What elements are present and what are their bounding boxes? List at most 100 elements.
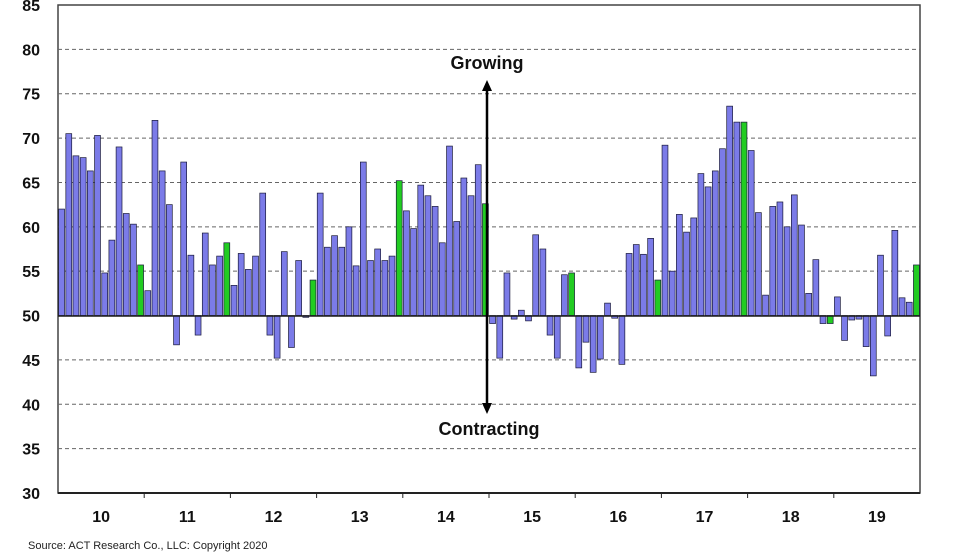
bar	[338, 246, 346, 316]
bar	[194, 315, 202, 336]
annotation-contracting: Contracting	[439, 419, 540, 439]
y-tick-label: 35	[22, 442, 40, 459]
y-tick-label: 70	[22, 131, 40, 148]
bar	[467, 195, 475, 316]
y-tick-label: 55	[22, 264, 40, 281]
bar	[640, 253, 647, 316]
x-tick-label: 12	[265, 509, 283, 526]
source-note: Source: ACT Research Co., LLC: Copyright…	[28, 540, 267, 552]
bar	[288, 315, 295, 348]
bar	[345, 226, 353, 316]
bar	[805, 293, 812, 316]
bar	[711, 170, 719, 316]
y-tick-label: 85	[22, 0, 40, 15]
x-tick-label: 11	[179, 509, 196, 526]
bar	[79, 157, 87, 316]
x-axis-ticks: 10 11 12 13 14 15 16 17 18 19	[92, 493, 886, 526]
bar	[783, 226, 791, 316]
bar	[101, 272, 108, 316]
bar	[360, 161, 367, 316]
x-tick-label: 13	[351, 509, 369, 526]
bar	[187, 254, 195, 316]
y-tick-label: 30	[22, 486, 40, 503]
y-tick-label: 75	[22, 87, 40, 104]
bar	[209, 264, 216, 316]
bar	[439, 242, 446, 316]
bar	[72, 155, 80, 316]
x-tick-label: 10	[92, 509, 110, 526]
bar	[704, 186, 712, 316]
arrow-up-head	[482, 80, 492, 91]
bar	[474, 164, 482, 316]
bar	[173, 315, 180, 346]
bar	[237, 253, 245, 316]
bar	[568, 272, 575, 316]
bar	[769, 206, 777, 316]
arrow-down-head	[482, 403, 492, 414]
bar	[424, 195, 432, 316]
bar	[676, 214, 683, 316]
bar	[374, 248, 381, 316]
bar	[166, 204, 173, 316]
y-tick-label: 80	[22, 42, 40, 59]
y-tick-label: 40	[22, 397, 40, 414]
bar	[575, 315, 583, 369]
bar	[331, 235, 338, 316]
bar	[790, 194, 798, 316]
x-tick-label: 17	[696, 509, 714, 526]
bar	[539, 248, 547, 316]
bar	[647, 238, 654, 316]
bar	[747, 150, 755, 316]
bar	[561, 274, 568, 316]
bar	[266, 315, 274, 336]
bar	[252, 255, 259, 316]
y-tick-label: 50	[22, 309, 40, 326]
y-axis-ticks: 30 35 40 45 50 55 60 65 70 75 80 85	[22, 0, 40, 503]
bar	[431, 206, 439, 316]
bar	[87, 170, 94, 316]
bar	[410, 228, 417, 316]
bar	[216, 255, 223, 316]
bar	[834, 296, 841, 316]
bar	[223, 242, 231, 316]
x-tick-label: 15	[523, 509, 541, 526]
bar	[719, 148, 726, 316]
growth-arrow	[482, 80, 492, 414]
bar	[862, 315, 870, 347]
bar	[877, 254, 884, 316]
gridlines	[58, 48, 920, 450]
bar	[496, 315, 504, 359]
bar	[740, 121, 748, 316]
bar	[762, 294, 769, 316]
bar	[690, 217, 698, 316]
bar	[632, 244, 640, 316]
bar	[597, 315, 604, 360]
bar	[726, 105, 733, 316]
bar	[905, 301, 913, 316]
bar	[446, 145, 453, 316]
bar	[503, 272, 511, 316]
y-tick-label: 60	[22, 220, 40, 237]
bar	[230, 285, 238, 316]
bar	[273, 315, 281, 359]
bar	[755, 212, 762, 316]
bar	[280, 251, 288, 316]
bar	[403, 210, 410, 316]
x-tick-label: 18	[782, 509, 800, 526]
bar	[654, 279, 662, 316]
bar	[158, 170, 166, 316]
bar	[891, 230, 899, 316]
bar	[201, 232, 209, 316]
bar	[625, 253, 633, 316]
bar	[108, 239, 116, 316]
bar	[798, 224, 805, 316]
bar	[460, 177, 468, 316]
bar	[388, 255, 396, 316]
bar	[546, 315, 554, 336]
bar	[309, 279, 317, 316]
bar	[518, 309, 525, 316]
bar-series	[58, 105, 920, 377]
bar	[395, 180, 403, 316]
bar	[151, 119, 159, 316]
x-tick-label: 19	[868, 509, 886, 526]
